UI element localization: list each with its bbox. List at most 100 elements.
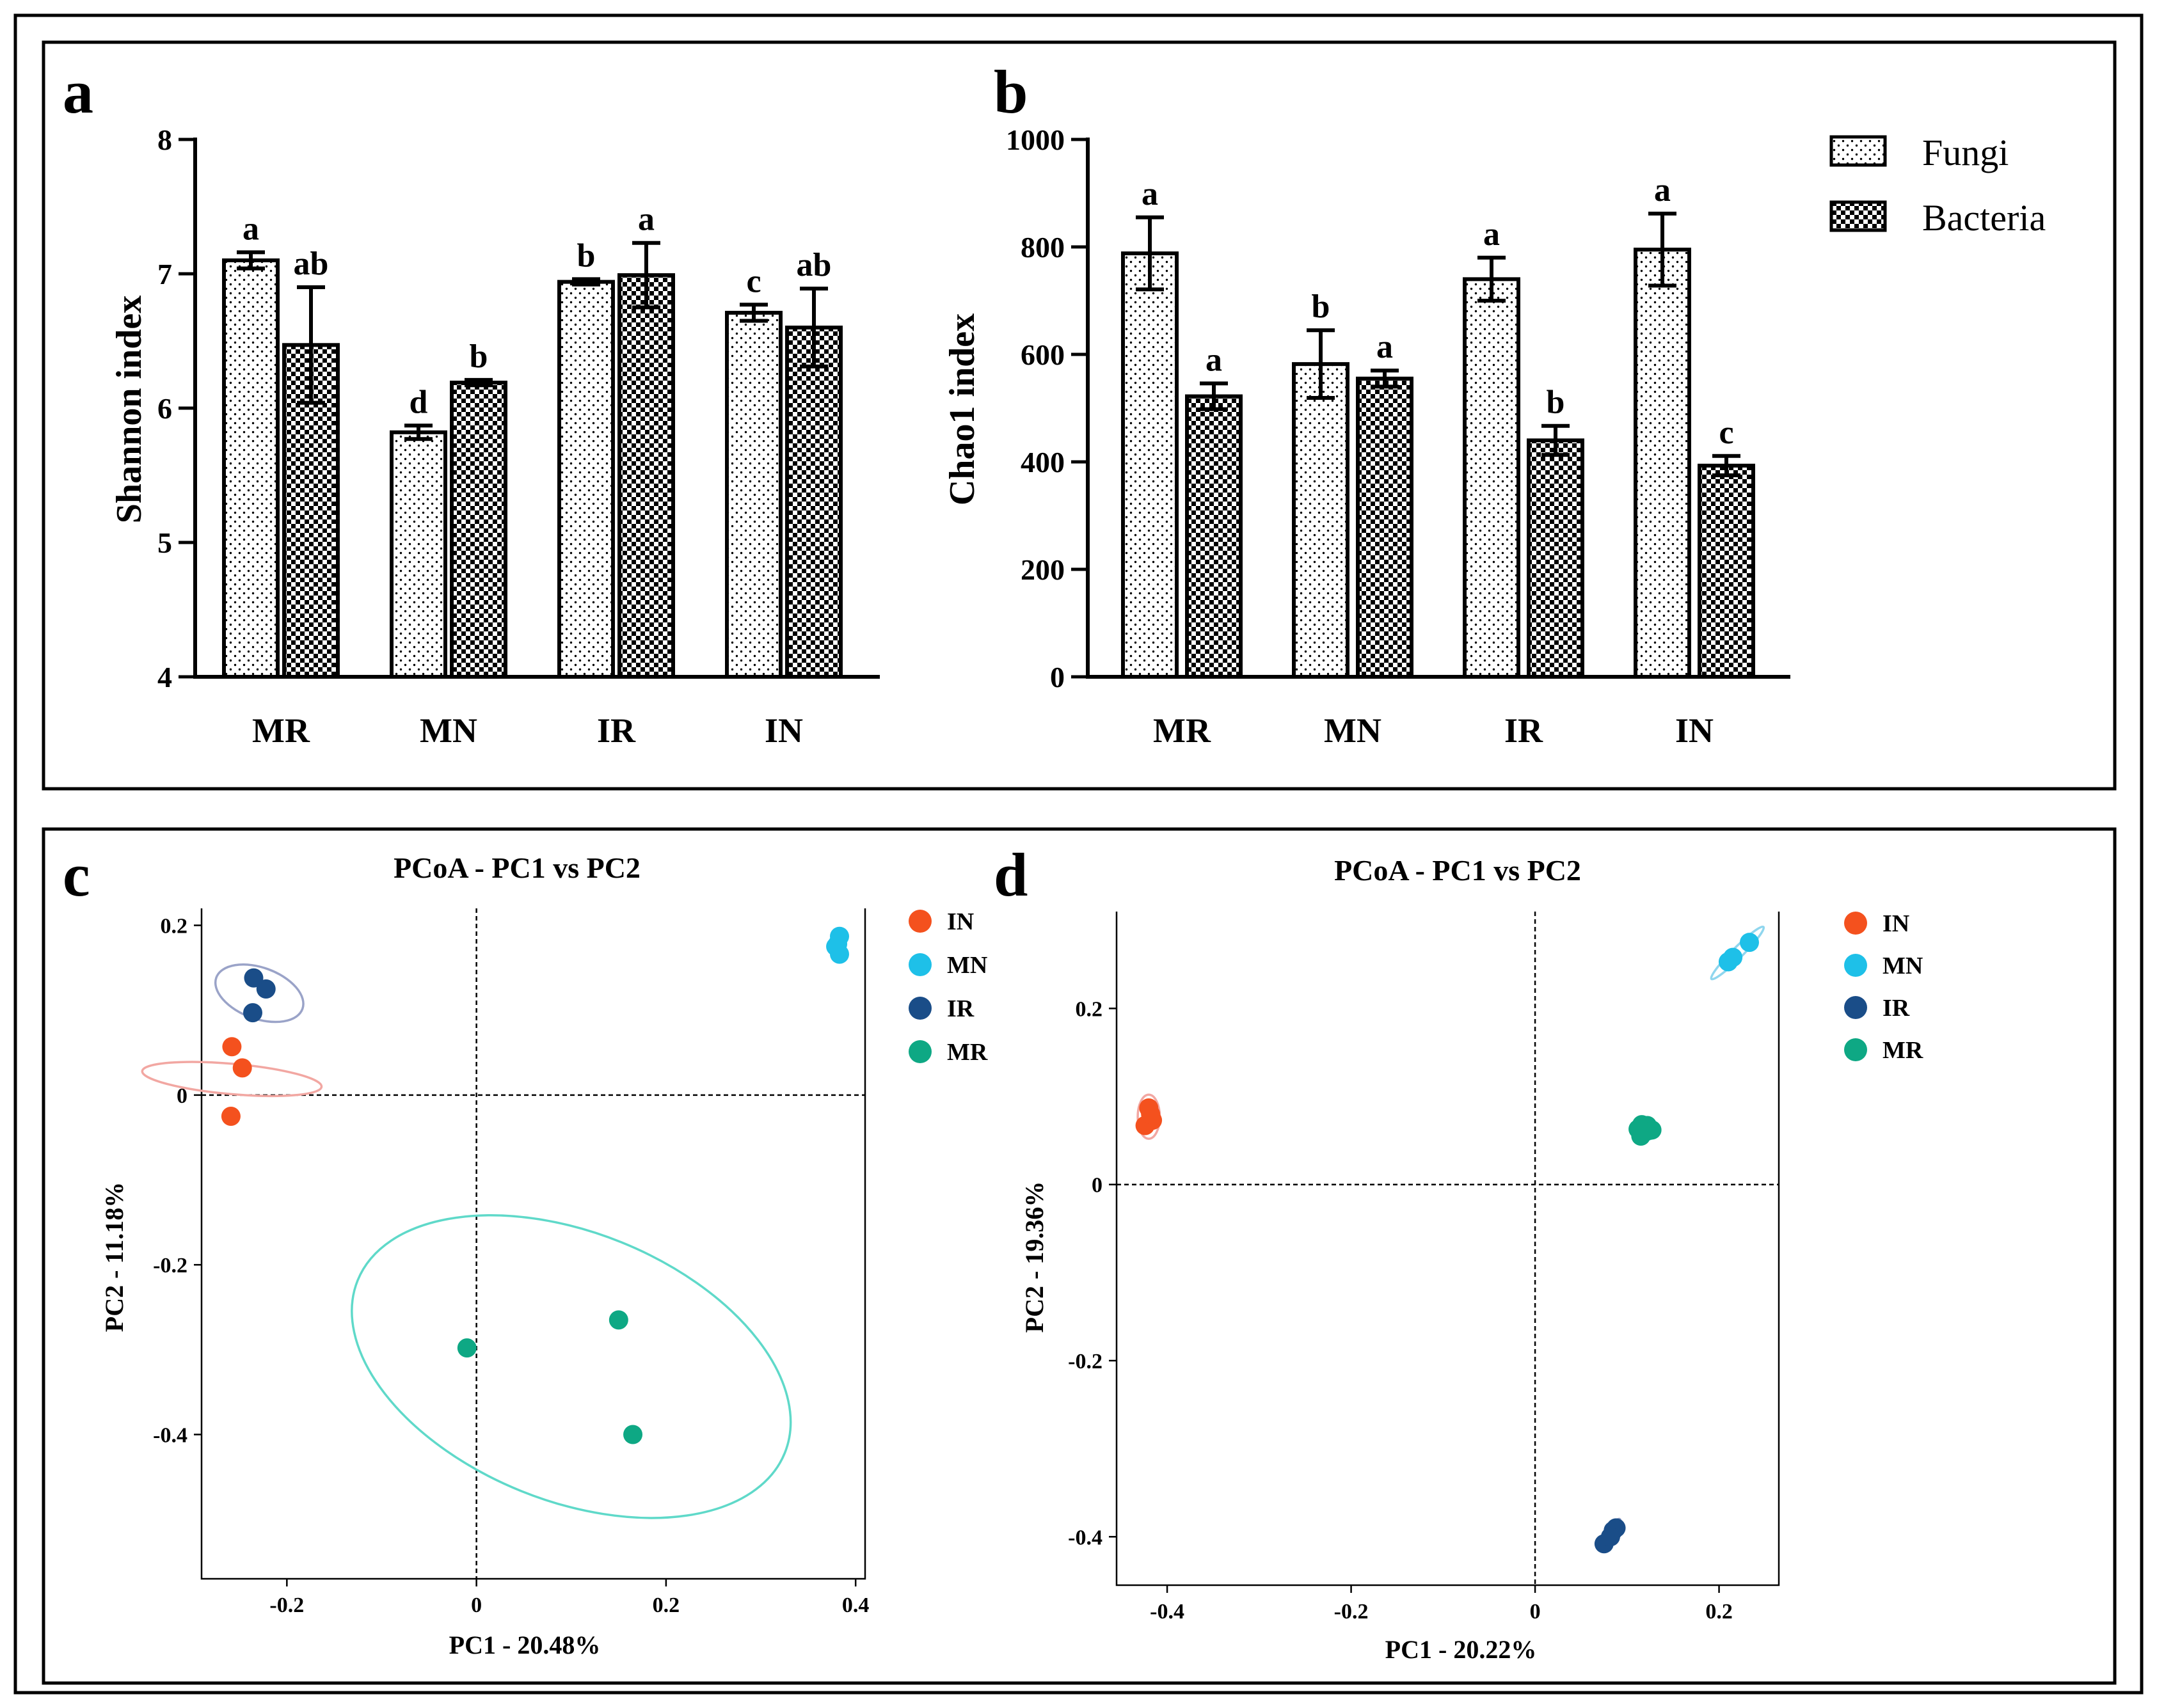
chart-b-bar-fungi-in — [1636, 249, 1689, 677]
chart-a-significance-letter: d — [410, 384, 428, 420]
chart-c-point-in — [221, 1107, 241, 1127]
chart-b-significance-letter: b — [1312, 289, 1330, 325]
chart-b-bar-fungi-ir — [1465, 279, 1518, 677]
chart-c-xtick-label: -0.2 — [269, 1593, 304, 1617]
chart-c-point-in — [232, 1058, 252, 1078]
chart-c-axes-frame — [200, 908, 866, 1580]
chart-d-legend-label-mn: MN — [1882, 953, 1923, 979]
chart-d-ytick-label: -0.4 — [1068, 1526, 1102, 1549]
chart-c-point-ir — [244, 968, 264, 988]
chart-b-legend-label-fungi: Fungi — [1922, 132, 2009, 173]
chart-b-significance-letter: c — [1719, 415, 1733, 451]
chart-c-point-mr — [457, 1338, 477, 1358]
chart-d-legend-marker-ir — [1844, 996, 1867, 1019]
chart-d-ytick-label: 0.2 — [1076, 997, 1103, 1021]
top-panel-frame — [42, 40, 2117, 791]
chart-b-legend-swatch-fungi — [1831, 137, 1885, 165]
chart-c-point-ir — [243, 1003, 262, 1023]
chart-d-xtick-label: -0.4 — [1150, 1600, 1184, 1624]
chart-b-significance-letter: a — [1206, 342, 1222, 378]
chart-a-significance-letter: ab — [797, 247, 832, 283]
chart-c-xtick-label: 0 — [471, 1593, 482, 1617]
chart-b-bar-bacteria-mn — [1358, 378, 1412, 677]
chart-d-ytick-label: 0 — [1092, 1174, 1102, 1198]
chart-a-significance-letter: c — [746, 263, 761, 299]
chart-d-point-in — [1141, 1104, 1161, 1124]
chart-c-legend-label-mn: MN — [947, 952, 987, 979]
chart-b-ytick-label: 400 — [1021, 446, 1065, 478]
chart-d-pcoa: -0.4 -0.2 0 0.2 0.2 0 -0.2 -0.4 IN MN IR MR — [1068, 910, 1923, 1624]
chart-d-title: PCoA - PC1 vs PC2 — [1334, 854, 1581, 887]
chart-c-confidence-ellipse-mr — [351, 1214, 792, 1519]
chart-a-significance-letter: a — [638, 202, 655, 238]
chart-b-legend-swatch-bacteria — [1831, 202, 1885, 230]
bottom-panel-frame — [42, 827, 2117, 1685]
chart-c-ytick-label: -0.2 — [153, 1254, 187, 1277]
chart-c-title: PCoA - PC1 vs PC2 — [394, 851, 641, 884]
chart-a-significance-letter: b — [470, 338, 488, 375]
chart-d-legend-marker-in — [1844, 912, 1867, 935]
chart-a-category-label: MR — [252, 711, 310, 750]
chart-b-bar-bacteria-in — [1699, 465, 1753, 677]
chart-b-significance-letter: a — [1376, 329, 1393, 365]
chart-d-point-mr — [1628, 1119, 1648, 1139]
panel-letter-a: a — [63, 58, 93, 126]
chart-c-ytick-label: 0 — [177, 1084, 187, 1108]
chart-a-bar-fungi-mr — [224, 260, 278, 677]
chart-c-point-mr — [623, 1425, 643, 1444]
chart-c-point-ir — [256, 979, 276, 999]
chart-b-category-label: IR — [1504, 711, 1543, 750]
chart-c-xtick-label: 0.4 — [842, 1593, 870, 1617]
chart-a-ytick-label: 8 — [157, 123, 172, 156]
chart-a-ylabel: Shannon index — [109, 296, 149, 523]
chart-c-point-in — [222, 1037, 242, 1057]
chart-d-legend-label-in: IN — [1882, 910, 1909, 937]
chart-d-ylabel: PC2 - 19.36% — [1020, 1182, 1049, 1333]
chart-a-significance-letter: b — [577, 237, 596, 274]
chart-b-legend-swatch-outline — [1829, 135, 1887, 167]
chart-c-legend-label-in: IN — [947, 908, 974, 935]
chart-b-significance-letter: a — [1142, 176, 1158, 212]
chart-b-category-label: MR — [1153, 711, 1211, 750]
chart-b-significance-letter: b — [1547, 384, 1565, 421]
chart-d-legend-label-ir: IR — [1882, 995, 1910, 1022]
chart-c-ytick-label: 0.2 — [161, 915, 188, 938]
panel-letter-c: c — [63, 841, 90, 909]
chart-c-legend-marker-ir — [909, 997, 932, 1020]
chart-c-legend-marker-in — [909, 910, 932, 933]
chart-a-ytick-label: 4 — [157, 661, 172, 693]
chart-b-ytick-label: 800 — [1021, 231, 1065, 264]
chart-b-ytick-label: 200 — [1021, 553, 1065, 586]
chart-d-xlabel: PC1 - 20.22% — [1385, 1635, 1537, 1664]
chart-a-category-label: MN — [420, 711, 477, 750]
chart-d-ytick-label: -0.2 — [1068, 1350, 1102, 1373]
chart-d-legend-marker-mn — [1844, 954, 1867, 977]
chart-c-point-mn — [826, 937, 846, 956]
chart-c-ytick-label: -0.4 — [153, 1423, 187, 1447]
chart-b-bar-bacteria-mr — [1187, 396, 1241, 677]
chart-a-significance-letter: a — [243, 210, 259, 247]
chart-b-category-label: IN — [1675, 711, 1714, 750]
chart-a-ytick-label: 6 — [157, 392, 172, 425]
chart-b-significance-letter: a — [1483, 216, 1500, 253]
chart-b-ytick-label: 1000 — [1006, 123, 1065, 156]
chart-d-legend-label-mr: MR — [1882, 1037, 1923, 1064]
chart-a-category-label: IR — [597, 711, 636, 750]
chart-c-pcoa: -0.2 0 0.2 0.4 0.2 0 -0.2 -0.4 IN MN IR MR — [141, 908, 988, 1617]
chart-c-point-mr — [609, 1310, 628, 1330]
chart-d-point-mn — [1740, 933, 1759, 953]
chart-b-ytick-label: 600 — [1021, 338, 1065, 371]
chart-b-significance-letter: a — [1654, 172, 1671, 209]
chart-c-legend-marker-mr — [909, 1040, 932, 1063]
chart-a-category-label: IN — [765, 711, 803, 750]
panel-letter-b: b — [994, 58, 1028, 126]
chart-b-bar-fungi-mr — [1123, 253, 1177, 677]
chart-d-xtick-label: 0 — [1530, 1600, 1541, 1624]
chart-c-confidence-ellipse-in — [141, 1061, 323, 1097]
chart-c-legend-label-mr: MR — [947, 1039, 988, 1066]
chart-b-category-label: MN — [1324, 711, 1381, 750]
chart-a-bar-fungi-mn — [392, 432, 445, 677]
chart-d-xtick-label: 0.2 — [1705, 1600, 1733, 1624]
